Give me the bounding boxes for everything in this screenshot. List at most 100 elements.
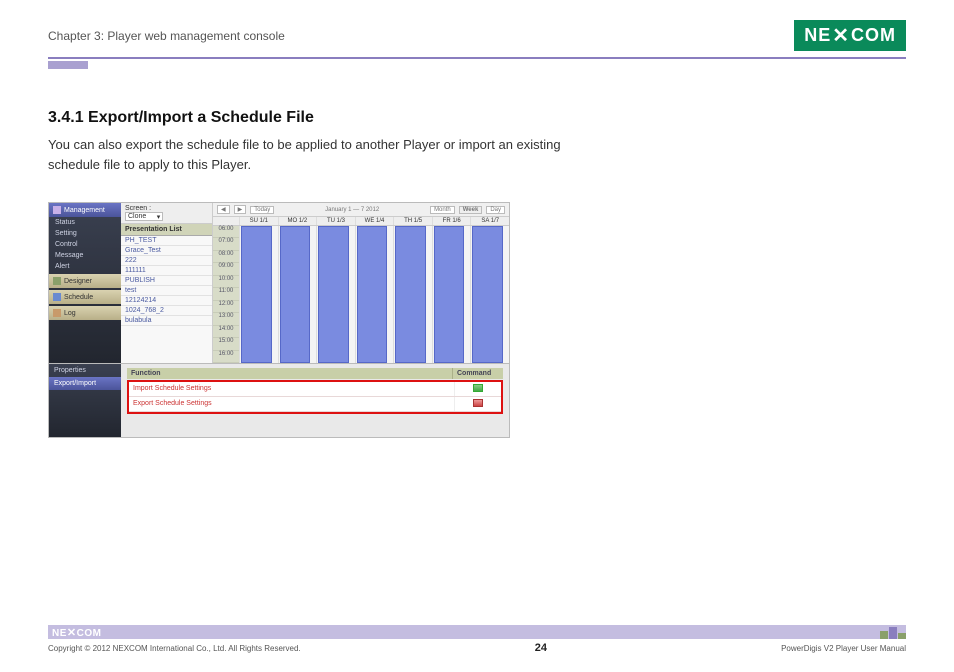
day-column[interactable]	[355, 226, 394, 363]
sidebar-item-message[interactable]: Message	[49, 250, 121, 261]
management-icon	[53, 206, 61, 214]
sidebar-log-label: Log	[64, 310, 76, 317]
schedule-event[interactable]	[241, 226, 272, 363]
list-item[interactable]: PUBLISH	[121, 276, 212, 286]
sidebar-item-setting[interactable]: Setting	[49, 228, 121, 239]
screen-dropdown[interactable]: Clone ▾	[125, 212, 163, 221]
chapter-title: Chapter 3: Player web management console	[48, 29, 285, 43]
import-label: Import Schedule Settings	[129, 382, 455, 396]
time-label: 12:00	[213, 301, 239, 313]
time-label: 13:00	[213, 313, 239, 325]
cal-week-button[interactable]: Week	[459, 206, 483, 214]
time-label: 16:00	[213, 351, 239, 363]
sidebar-management[interactable]: Management	[49, 203, 121, 217]
footer-bar: NE✕COM	[48, 625, 906, 639]
import-icon[interactable]	[473, 384, 483, 392]
col-function: Function	[127, 368, 453, 379]
export-label: Export Schedule Settings	[129, 397, 455, 411]
day-header: SU 1/1	[239, 217, 278, 225]
designer-icon	[53, 277, 61, 285]
sidebar-management-label: Management	[64, 207, 105, 214]
export-icon[interactable]	[473, 399, 483, 407]
schedule-console-screenshot: Management Status Setting Control Messag…	[48, 202, 510, 438]
footer-copyright: Copyright © 2012 NEXCOM International Co…	[48, 644, 301, 653]
list-item[interactable]: 1024_768_2	[121, 306, 212, 316]
list-item[interactable]: 12124214	[121, 296, 212, 306]
import-row: Import Schedule Settings	[129, 382, 501, 397]
schedule-event[interactable]	[318, 226, 349, 363]
day-header: TU 1/3	[316, 217, 355, 225]
logo-x-icon: ✕	[832, 23, 850, 48]
time-label: 14:00	[213, 326, 239, 338]
time-label: 11:00	[213, 288, 239, 300]
function-table-header: Function Command	[127, 368, 503, 379]
schedule-event[interactable]	[395, 226, 426, 363]
page-number: 24	[535, 642, 547, 654]
day-header: FR 1/6	[432, 217, 471, 225]
schedule-icon	[53, 293, 61, 301]
footer-squares-icon	[879, 625, 906, 639]
list-item[interactable]: test	[121, 286, 212, 296]
day-header: WE 1/4	[355, 217, 394, 225]
section-heading: 3.4.1 Export/Import a Schedule File	[48, 109, 906, 127]
time-label: 10:00	[213, 276, 239, 288]
list-item[interactable]: bulabula	[121, 316, 212, 326]
schedule-event[interactable]	[472, 226, 503, 363]
calendar-panel: ◀ ▶ Today January 1 — 7 2012 Month Week …	[213, 203, 509, 363]
schedule-event[interactable]	[357, 226, 388, 363]
footer-manual-name: PowerDigis V2 Player User Manual	[781, 644, 906, 653]
cal-day-button[interactable]: Day	[486, 206, 505, 214]
sidebar-item-status[interactable]: Status	[49, 217, 121, 228]
screen-value: Clone	[128, 213, 146, 220]
logo-text: NE	[804, 25, 831, 46]
sidebar-designer[interactable]: Designer	[49, 274, 121, 288]
day-column[interactable]	[239, 226, 278, 363]
brand-logo: NE✕COM	[794, 20, 906, 51]
schedule-event[interactable]	[434, 226, 465, 363]
day-column[interactable]	[470, 226, 509, 363]
screen-selector: Screen : Clone ▾	[121, 203, 212, 224]
export-row: Export Schedule Settings	[129, 397, 501, 412]
chevron-down-icon: ▾	[157, 213, 161, 221]
sidebar: Management Status Setting Control Messag…	[49, 203, 121, 363]
cal-prev-button[interactable]: ◀	[217, 205, 230, 214]
list-item[interactable]: 222	[121, 256, 212, 266]
day-header: TH 1/5	[393, 217, 432, 225]
list-item[interactable]: PH_TEST	[121, 236, 212, 246]
time-label: 15:00	[213, 338, 239, 350]
time-label: 08:00	[213, 251, 239, 263]
day-column[interactable]	[432, 226, 471, 363]
cal-next-button[interactable]: ▶	[234, 205, 247, 214]
tab-export-import[interactable]: Export/Import	[49, 377, 121, 390]
day-column[interactable]	[278, 226, 317, 363]
cal-month-button[interactable]: Month	[430, 206, 455, 214]
sidebar-designer-label: Designer	[64, 278, 92, 285]
footer-logo: NE✕COM	[52, 626, 101, 639]
day-header: MO 1/2	[278, 217, 317, 225]
list-item[interactable]: 111111	[121, 266, 212, 276]
schedule-event[interactable]	[280, 226, 311, 363]
cal-today-button[interactable]: Today	[250, 206, 274, 214]
time-label: 07:00	[213, 238, 239, 250]
sidebar-log[interactable]: Log	[49, 306, 121, 320]
sidebar-item-control[interactable]: Control	[49, 239, 121, 250]
list-item[interactable]: Grace_Test	[121, 246, 212, 256]
section-body: You can also export the schedule file to…	[48, 135, 568, 174]
header-tab-accent	[48, 61, 88, 69]
tab-properties[interactable]: Properties	[49, 364, 121, 377]
screen-label: Screen :	[125, 205, 151, 212]
presentation-list-header: Presentation List	[121, 224, 212, 236]
time-label: 09:00	[213, 263, 239, 275]
day-column[interactable]	[393, 226, 432, 363]
presentation-list-panel: Screen : Clone ▾ Presentation List PH_TE…	[121, 203, 213, 363]
logo-text-2: COM	[851, 25, 896, 46]
time-label: 06:00	[213, 226, 239, 238]
col-command: Command	[453, 368, 503, 379]
sidebar-schedule-label: Schedule	[64, 294, 93, 301]
header-rule	[48, 57, 906, 59]
sidebar-schedule[interactable]: Schedule	[49, 290, 121, 304]
highlighted-functions: Import Schedule Settings Export Schedule…	[127, 380, 503, 414]
day-column[interactable]	[316, 226, 355, 363]
sidebar-item-alert[interactable]: Alert	[49, 261, 121, 272]
log-icon	[53, 309, 61, 317]
